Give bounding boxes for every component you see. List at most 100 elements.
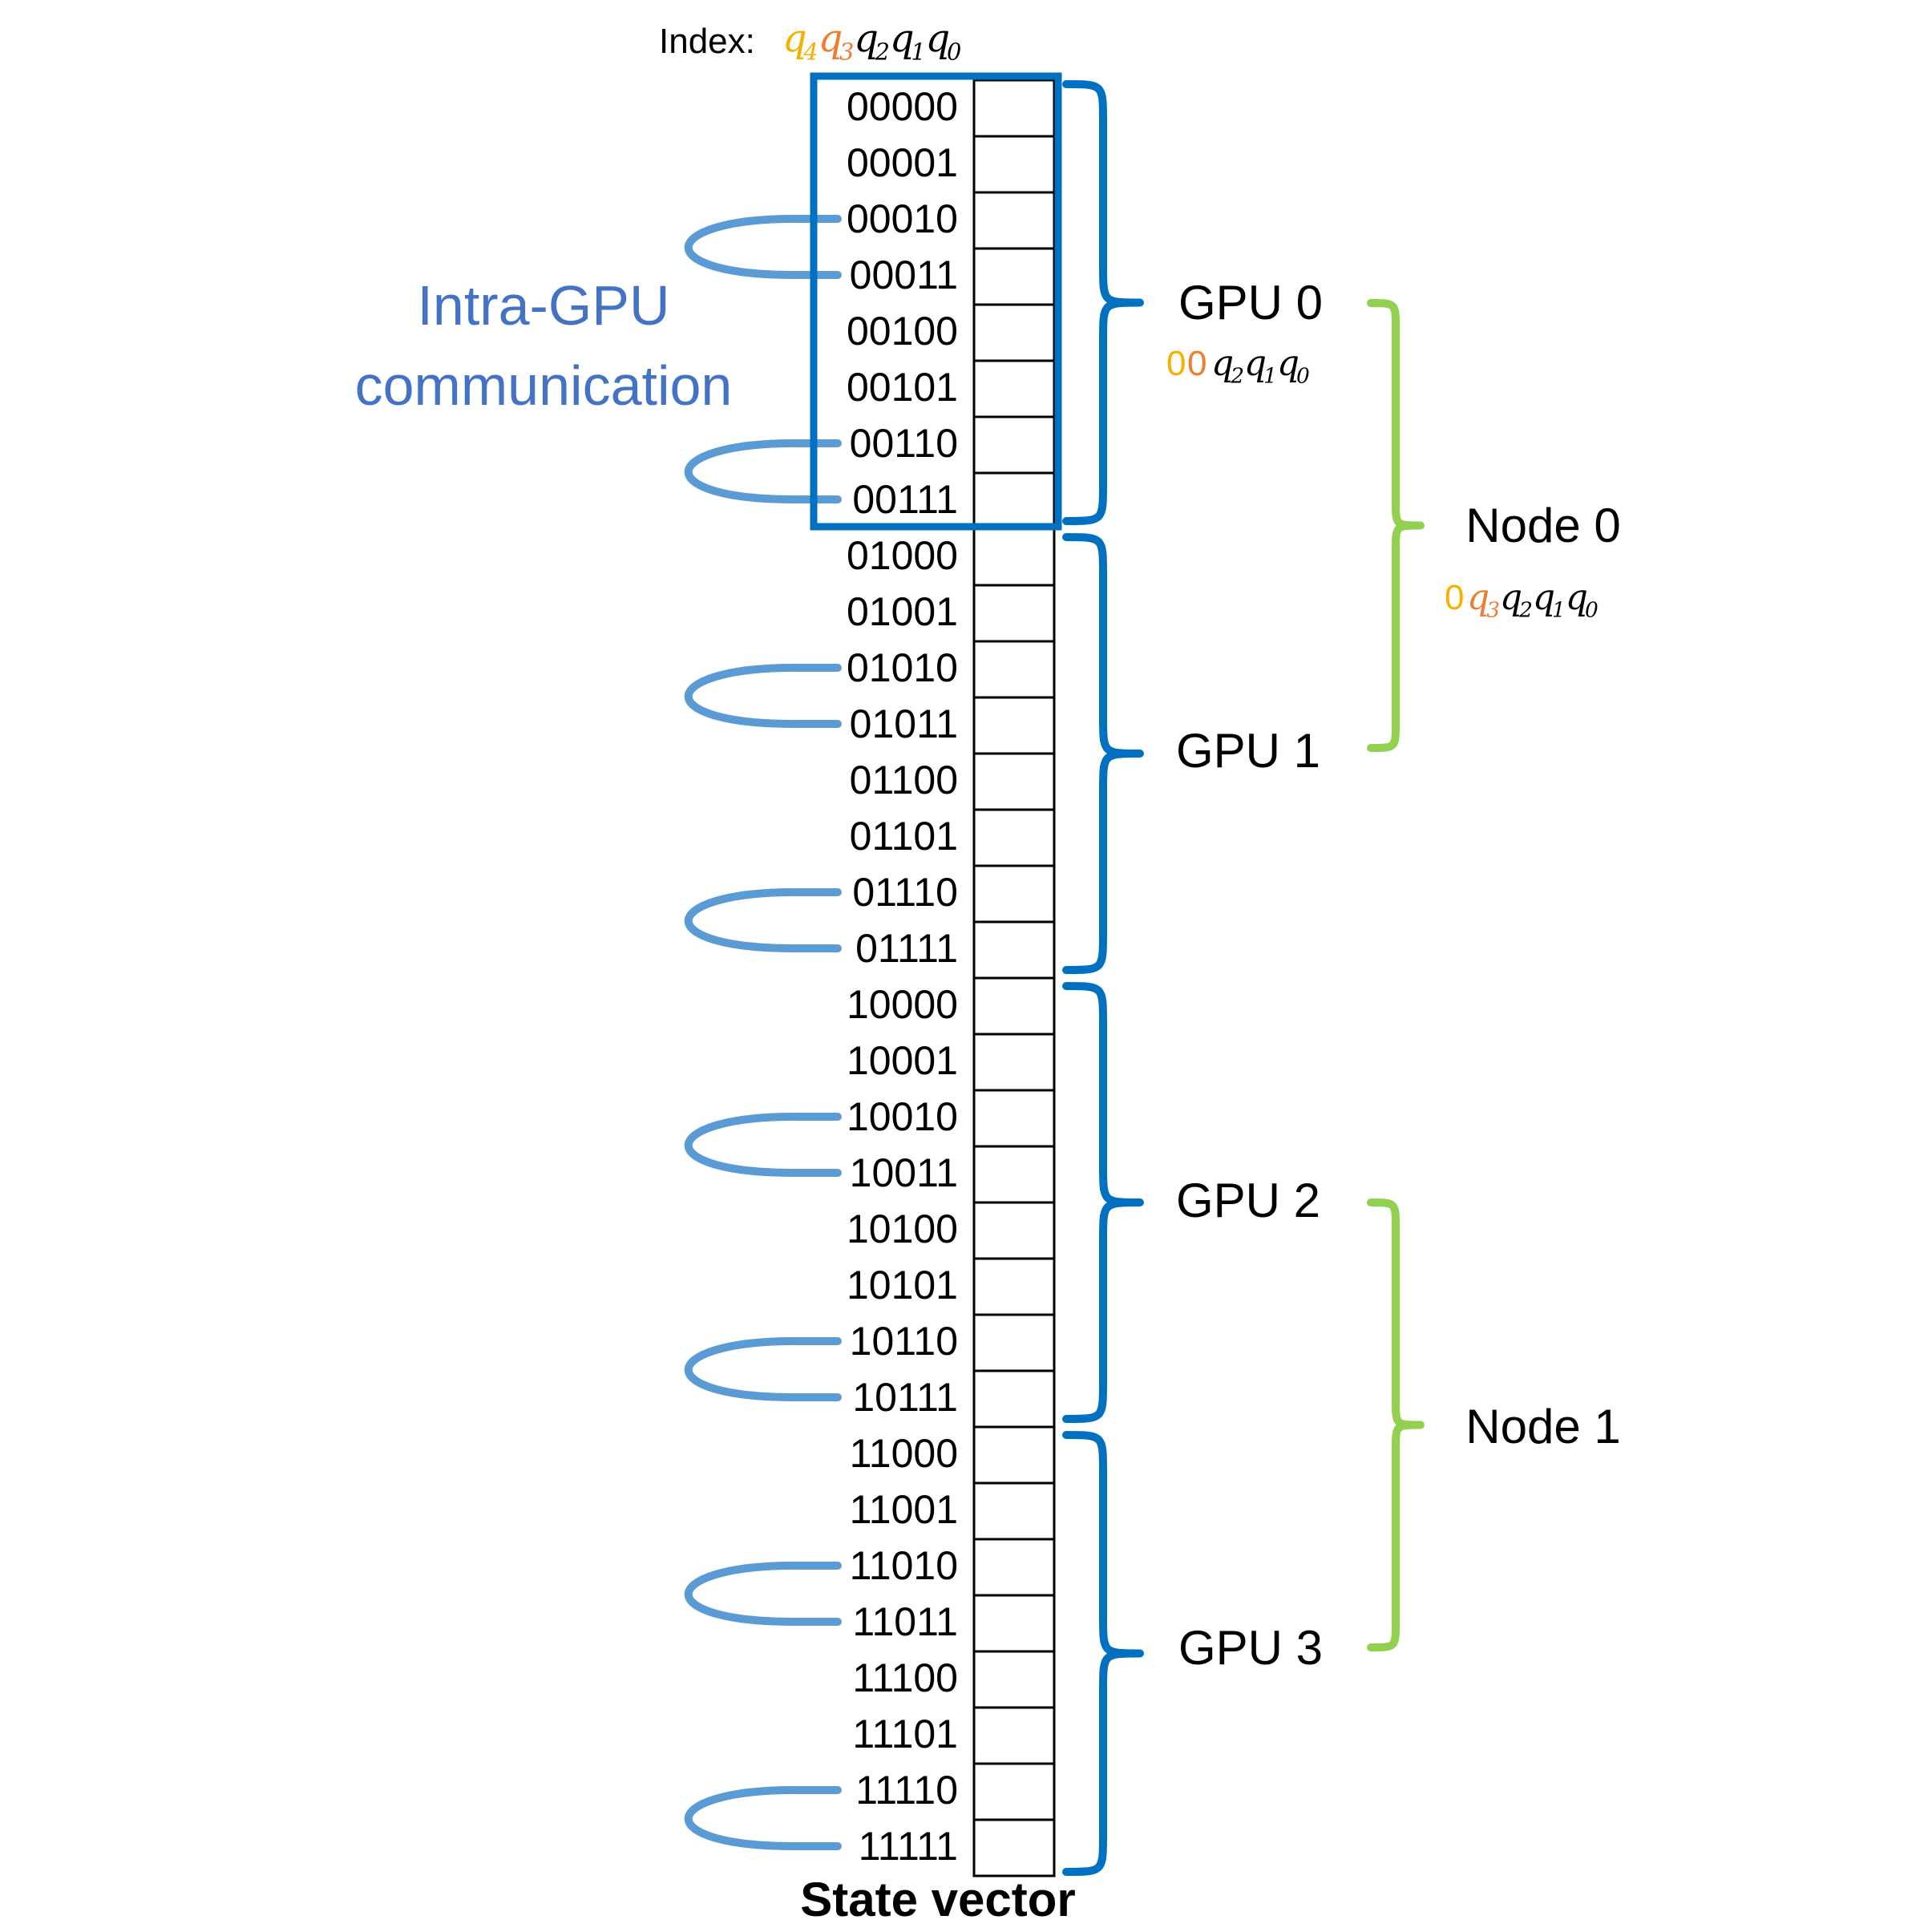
- state-vector-cell: [972, 359, 1056, 418]
- state-vector-cell: [972, 471, 1056, 531]
- row-index-label: 01101: [850, 814, 958, 859]
- intra-gpu-loop: [684, 215, 842, 279]
- state-vector-cell: [972, 1481, 1056, 1541]
- intra-gpu-loop: [684, 1786, 842, 1850]
- qubit-symbol: q: [818, 16, 843, 61]
- node-1-label: Node 1: [1465, 1400, 1620, 1453]
- row-index-label: 10011: [850, 1150, 958, 1195]
- state-vector-cell: [972, 135, 1056, 194]
- row-index-label: 01110: [852, 870, 958, 915]
- qubit-symbol: q: [890, 16, 915, 61]
- qubit-subscript: 1: [911, 38, 925, 66]
- row-index-label: 01011: [850, 701, 958, 746]
- state-vector-cells: [972, 79, 1056, 1877]
- prefix-digit: 0: [1187, 344, 1206, 383]
- row-index-label: 10001: [847, 1038, 958, 1083]
- gpu-1-label: GPU 1: [1176, 724, 1320, 778]
- row-index-label: 11100: [852, 1655, 958, 1700]
- row-index-label: 10110: [850, 1319, 958, 1364]
- state-vector-cell: [972, 1538, 1056, 1597]
- index-bits: q4 q3 q2 q1 q0: [782, 16, 961, 66]
- node-0-label: Node 0: [1465, 499, 1620, 552]
- index-header: Index: q4 q3 q2 q1 q0: [659, 16, 961, 66]
- intra-gpu-label-line2: communication: [355, 354, 733, 417]
- qubit-subscript: 3: [839, 38, 854, 66]
- row-index-label: 01001: [847, 589, 958, 634]
- state-vector-cell: [972, 1706, 1056, 1765]
- qubit-symbol: q: [1211, 343, 1234, 384]
- state-vector-cell: [972, 303, 1056, 362]
- state-vector-cell: [972, 696, 1056, 755]
- state-vector-cell: [972, 1650, 1056, 1709]
- qubit-symbol: q: [782, 16, 807, 61]
- row-index-label: 10100: [847, 1206, 958, 1251]
- state-vector-cell: [972, 1201, 1056, 1260]
- intra-gpu-loop: [684, 439, 842, 503]
- qubit-symbol: q: [1277, 343, 1299, 384]
- gpu-3-brace: [1062, 1431, 1144, 1876]
- row-index-label: 11010: [850, 1543, 958, 1588]
- node-1-brace: [1367, 1198, 1425, 1651]
- state-vector-cell: [972, 976, 1056, 1036]
- qubit-subscript: 0: [1296, 364, 1310, 389]
- intra-gpu-loop: [684, 888, 842, 952]
- state-vector-cell: [972, 191, 1056, 250]
- qubit-subscript: 4: [802, 38, 818, 66]
- state-vector-cell: [972, 752, 1056, 811]
- qubit-symbol: q: [926, 16, 951, 61]
- node-0-brace: [1367, 299, 1425, 752]
- index-label: Index:: [659, 22, 755, 61]
- row-index-label: 00001: [847, 140, 958, 185]
- row-index-label: 11000: [850, 1431, 958, 1476]
- state-vector-cell: [972, 1762, 1056, 1821]
- state-vector-cell: [972, 864, 1056, 924]
- gpu-0-label: GPU 0: [1178, 276, 1323, 329]
- row-index-label: 00011: [850, 253, 958, 297]
- row-index-label: 00110: [850, 421, 958, 466]
- gpu0-highlight-box: [810, 72, 1062, 531]
- row-index-label: 10010: [847, 1094, 958, 1139]
- state-vector-cell: [972, 1425, 1056, 1485]
- state-vector-cell: [972, 415, 1056, 475]
- state-vector-cell: [972, 247, 1056, 306]
- qubit-subscript: 2: [1230, 364, 1244, 389]
- intra-gpu-loops: [684, 215, 842, 1850]
- row-index-label: 01000: [847, 533, 958, 578]
- row-index-label: 00101: [847, 365, 958, 410]
- gpu-1-brace: [1062, 533, 1144, 974]
- row-index-label: 11001: [850, 1487, 958, 1532]
- intra-gpu-loop: [684, 1113, 842, 1177]
- row-index-label: 11110: [855, 1768, 958, 1813]
- gpu-0-brace: [1062, 80, 1144, 525]
- qubit-symbol: q: [1500, 577, 1522, 618]
- row-index-label: 10101: [847, 1263, 958, 1308]
- state-vector-cell: [972, 584, 1056, 643]
- qubit-subscript: 1: [1552, 598, 1566, 623]
- node-0-index-sublabel: 0 q3 q2 q1 q0: [1445, 577, 1599, 623]
- state-vector-cell: [972, 1594, 1056, 1653]
- state-vector-cell: [972, 920, 1056, 980]
- qubit-subscript: 2: [1518, 598, 1533, 623]
- row-labels: 00000 00001 00010 00011 00100 00101 00110 00111…: [847, 84, 958, 1869]
- qubit-subscript: 3: [1486, 598, 1500, 623]
- state-vector-cell: [972, 1145, 1056, 1204]
- row-index-label: 10000: [847, 982, 958, 1027]
- intra-gpu-loop: [684, 664, 842, 728]
- qubit-subscript: 1: [1263, 364, 1277, 389]
- row-index-label: 11011: [852, 1599, 958, 1644]
- row-index-label: 11111: [859, 1824, 958, 1869]
- state-vector-cell: [972, 1257, 1056, 1316]
- state-vector-cell: [972, 808, 1056, 867]
- row-index-label: 00100: [847, 309, 958, 354]
- intra-gpu-label-line1: Intra-GPU: [417, 274, 669, 337]
- state-vector-cell: [972, 640, 1056, 699]
- intra-gpu-loop: [684, 1337, 842, 1401]
- qubit-symbol: q: [1467, 577, 1489, 618]
- qubit-subscript: 0: [1585, 598, 1599, 623]
- row-index-label: 01010: [847, 645, 958, 690]
- row-index-label: 00000: [847, 84, 958, 129]
- state-vector-cell: [972, 1818, 1056, 1877]
- state-vector-cell: [972, 1089, 1056, 1148]
- state-vector-caption: State vector: [800, 1873, 1075, 1926]
